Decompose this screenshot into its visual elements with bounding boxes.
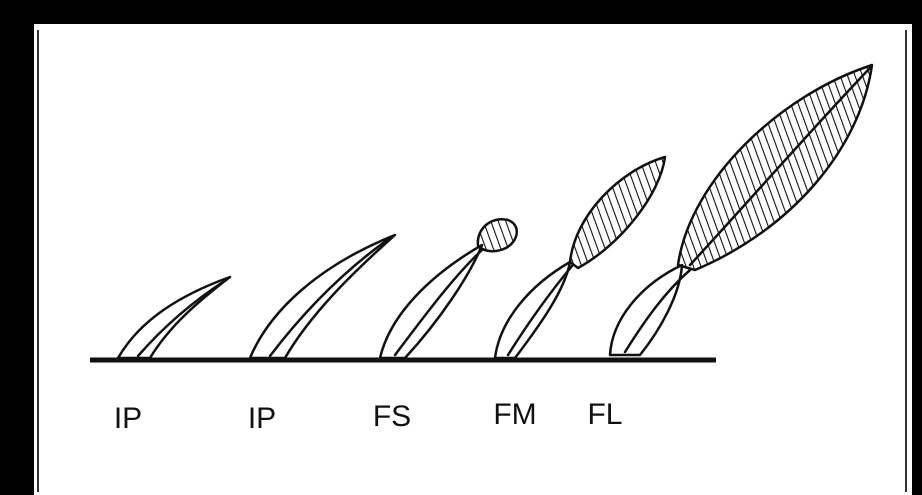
pin-feather <box>116 275 232 360</box>
sheath-line <box>268 236 392 358</box>
stage-label: FS <box>373 400 411 433</box>
sheath-line <box>623 268 692 354</box>
sheath-line <box>136 278 228 358</box>
vane <box>568 155 667 270</box>
sheath-line <box>393 248 484 357</box>
rachis <box>688 66 872 267</box>
stage-label: IP <box>248 402 276 435</box>
stage-label: IP <box>114 402 142 435</box>
sheath-line <box>506 264 574 357</box>
stage-label: FL <box>587 398 622 431</box>
stage-label: FM <box>493 398 536 431</box>
feather-tip <box>476 217 518 253</box>
pin-feather <box>248 233 397 360</box>
